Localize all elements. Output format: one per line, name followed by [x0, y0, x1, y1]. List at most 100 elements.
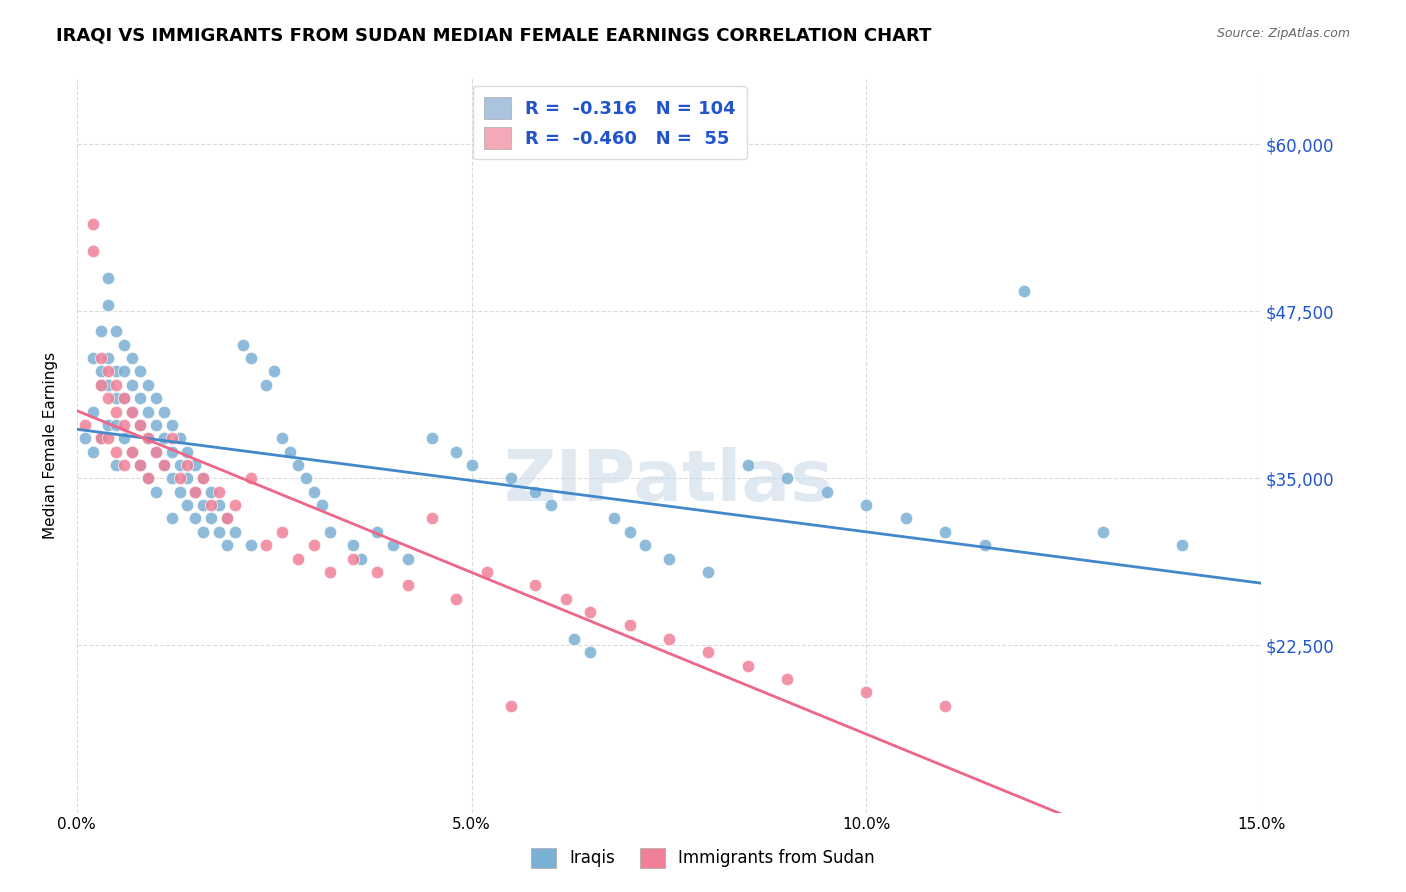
Immigrants from Sudan	[129, 458, 152, 472]
Iraqis	[579, 645, 602, 659]
Immigrants from Sudan	[398, 578, 420, 592]
Iraqis	[169, 431, 191, 445]
Iraqis	[934, 524, 956, 539]
Immigrants from Sudan	[697, 645, 720, 659]
Iraqis	[105, 391, 128, 405]
Immigrants from Sudan	[619, 618, 641, 632]
Immigrants from Sudan	[224, 498, 246, 512]
Immigrants from Sudan	[444, 591, 467, 606]
Iraqis	[295, 471, 318, 485]
Iraqis	[311, 498, 333, 512]
Iraqis	[287, 458, 309, 472]
Iraqis	[350, 551, 373, 566]
Iraqis	[278, 444, 301, 458]
Iraqis	[121, 351, 143, 365]
Iraqis	[136, 377, 159, 392]
Iraqis	[444, 444, 467, 458]
Iraqis	[82, 444, 104, 458]
Immigrants from Sudan	[215, 511, 238, 525]
Text: ZIPatlas: ZIPatlas	[503, 447, 834, 516]
Iraqis	[200, 484, 222, 499]
Immigrants from Sudan	[90, 377, 112, 392]
Iraqis	[160, 511, 183, 525]
Iraqis	[145, 417, 167, 432]
Iraqis	[1014, 285, 1036, 299]
Iraqis	[82, 404, 104, 418]
Iraqis	[215, 538, 238, 552]
Iraqis	[224, 524, 246, 539]
Iraqis	[136, 404, 159, 418]
Immigrants from Sudan	[555, 591, 578, 606]
Immigrants from Sudan	[658, 632, 681, 646]
Iraqis	[215, 511, 238, 525]
Legend: Iraqis, Immigrants from Sudan: Iraqis, Immigrants from Sudan	[524, 841, 882, 875]
Immigrants from Sudan	[105, 444, 128, 458]
Iraqis	[129, 364, 152, 378]
Immigrants from Sudan	[121, 444, 143, 458]
Iraqis	[121, 404, 143, 418]
Immigrants from Sudan	[90, 351, 112, 365]
Iraqis	[129, 417, 152, 432]
Iraqis	[973, 538, 995, 552]
Immigrants from Sudan	[82, 218, 104, 232]
Iraqis	[193, 498, 215, 512]
Immigrants from Sudan	[934, 698, 956, 713]
Immigrants from Sudan	[501, 698, 523, 713]
Immigrants from Sudan	[523, 578, 546, 592]
Immigrants from Sudan	[193, 471, 215, 485]
Immigrants from Sudan	[737, 658, 759, 673]
Iraqis	[603, 511, 626, 525]
Iraqis	[815, 484, 838, 499]
Iraqis	[263, 364, 285, 378]
Iraqis	[112, 391, 135, 405]
Iraqis	[97, 271, 120, 285]
Immigrants from Sudan	[112, 417, 135, 432]
Iraqis	[420, 431, 443, 445]
Iraqis	[145, 444, 167, 458]
Iraqis	[73, 431, 96, 445]
Immigrants from Sudan	[105, 377, 128, 392]
Iraqis	[112, 431, 135, 445]
Immigrants from Sudan	[169, 471, 191, 485]
Iraqis	[193, 471, 215, 485]
Iraqis	[112, 337, 135, 351]
Immigrants from Sudan	[160, 431, 183, 445]
Iraqis	[381, 538, 404, 552]
Iraqis	[97, 377, 120, 392]
Iraqis	[176, 444, 198, 458]
Iraqis	[129, 391, 152, 405]
Legend: R =  -0.316   N = 104, R =  -0.460   N =  55: R = -0.316 N = 104, R = -0.460 N = 55	[472, 87, 747, 160]
Iraqis	[184, 484, 207, 499]
Immigrants from Sudan	[73, 417, 96, 432]
Iraqis	[232, 337, 254, 351]
Iraqis	[894, 511, 917, 525]
Immigrants from Sudan	[176, 458, 198, 472]
Iraqis	[366, 524, 388, 539]
Iraqis	[97, 351, 120, 365]
Iraqis	[152, 431, 174, 445]
Immigrants from Sudan	[112, 458, 135, 472]
Immigrants from Sudan	[366, 565, 388, 579]
Immigrants from Sudan	[184, 484, 207, 499]
Iraqis	[105, 325, 128, 339]
Iraqis	[254, 377, 277, 392]
Iraqis	[97, 298, 120, 312]
Immigrants from Sudan	[477, 565, 499, 579]
Iraqis	[160, 417, 183, 432]
Immigrants from Sudan	[129, 417, 152, 432]
Iraqis	[200, 511, 222, 525]
Iraqis	[208, 498, 231, 512]
Iraqis	[112, 364, 135, 378]
Iraqis	[145, 484, 167, 499]
Immigrants from Sudan	[136, 471, 159, 485]
Iraqis	[129, 458, 152, 472]
Immigrants from Sudan	[271, 524, 294, 539]
Immigrants from Sudan	[145, 444, 167, 458]
Immigrants from Sudan	[121, 404, 143, 418]
Iraqis	[634, 538, 657, 552]
Iraqis	[90, 325, 112, 339]
Iraqis	[540, 498, 562, 512]
Iraqis	[176, 498, 198, 512]
Iraqis	[90, 431, 112, 445]
Iraqis	[193, 524, 215, 539]
